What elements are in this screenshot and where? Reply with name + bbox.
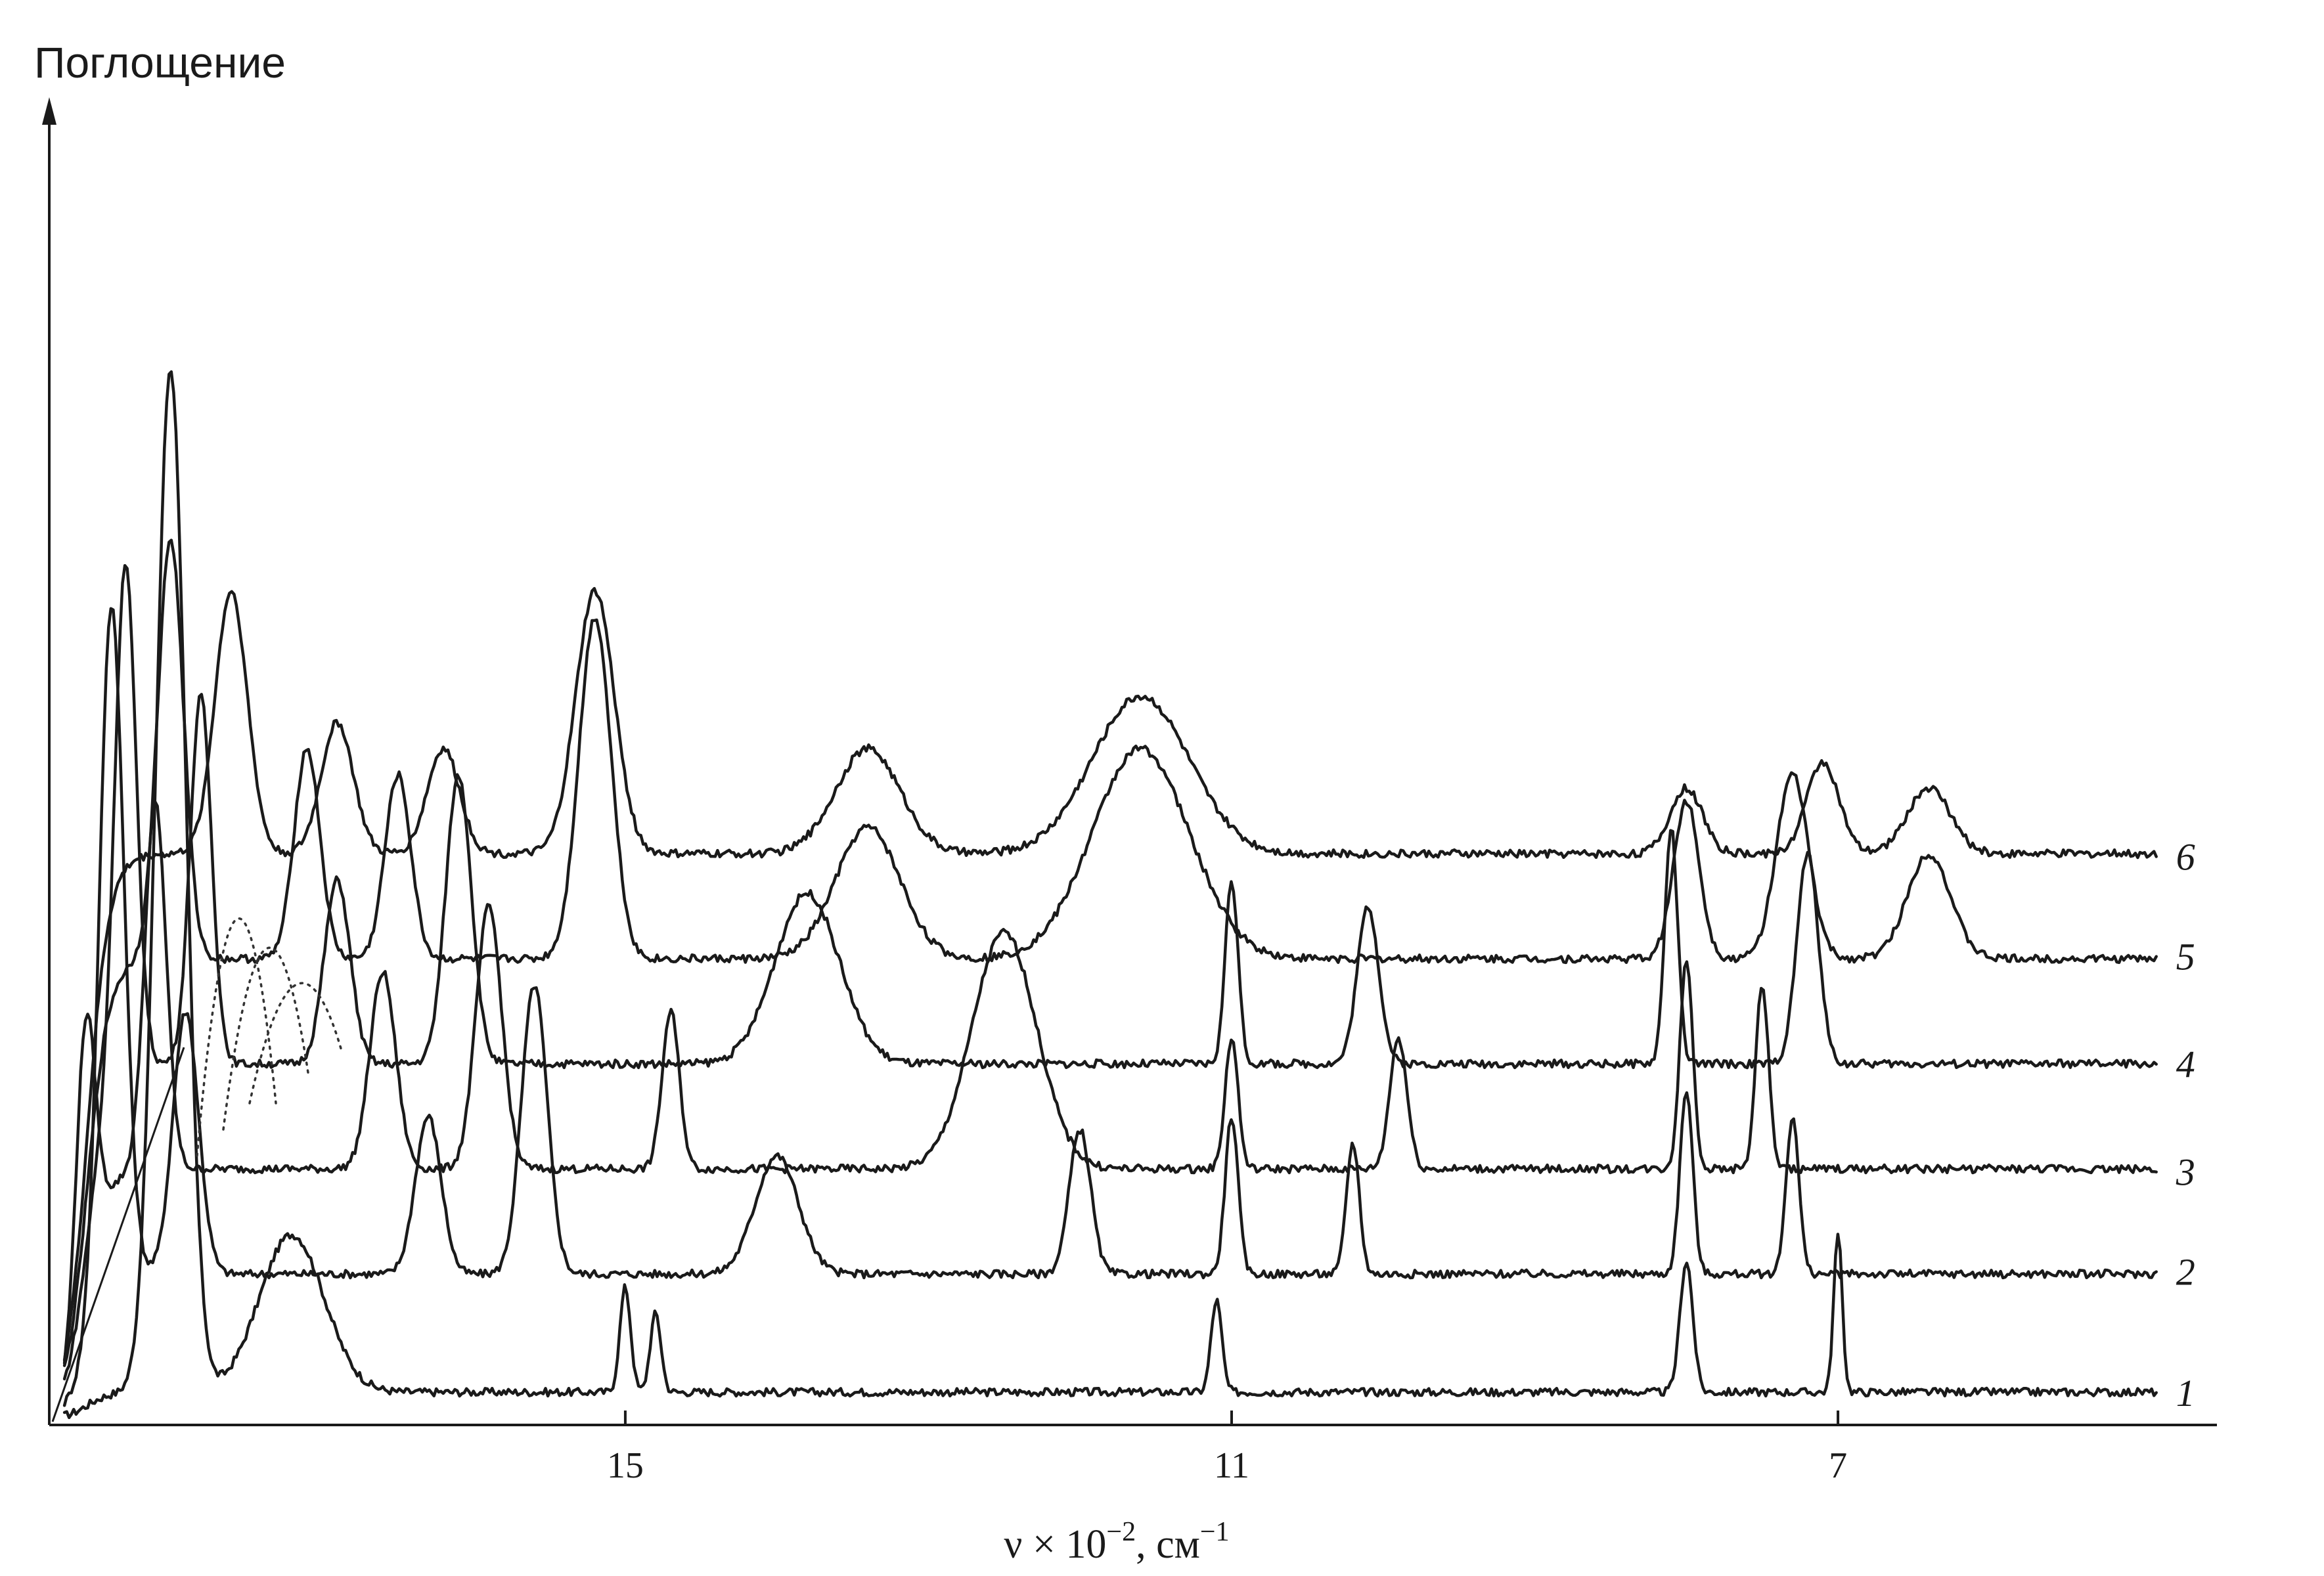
x-ticks: 15 11 7	[607, 1411, 1847, 1486]
series-line-5	[62, 538, 2158, 1367]
x-tick-label-11: 11	[1214, 1445, 1249, 1486]
series-label-2: 2	[2176, 1251, 2195, 1294]
y-axis-label: Поглощение	[34, 38, 286, 87]
series-group: 1 2 3 4 5 6	[62, 370, 2195, 1420]
series-line-2	[62, 607, 2158, 1407]
series-label-4: 4	[2176, 1043, 2195, 1086]
series-line-1	[62, 370, 2158, 1420]
x-axis-label: ν × 10−2, см−1	[1004, 1517, 1229, 1567]
series-line-6	[62, 586, 2158, 1362]
dotted-component-2	[222, 946, 310, 1131]
series-label-5: 5	[2176, 936, 2195, 978]
series-line-4	[62, 563, 2158, 1381]
x-tick-label-7: 7	[1829, 1445, 1847, 1486]
x-tick-label-15: 15	[607, 1445, 644, 1486]
series-label-3: 3	[2176, 1151, 2195, 1194]
offset-guide-line	[51, 1047, 185, 1422]
dotted-component-3	[248, 982, 343, 1105]
y-axis-arrow	[42, 97, 56, 125]
axes	[42, 97, 2217, 1426]
dotted-component-1	[196, 917, 277, 1157]
series-label-6: 6	[2176, 836, 2195, 879]
series-label-1: 1	[2176, 1372, 2195, 1414]
series-line-3	[62, 800, 2158, 1365]
